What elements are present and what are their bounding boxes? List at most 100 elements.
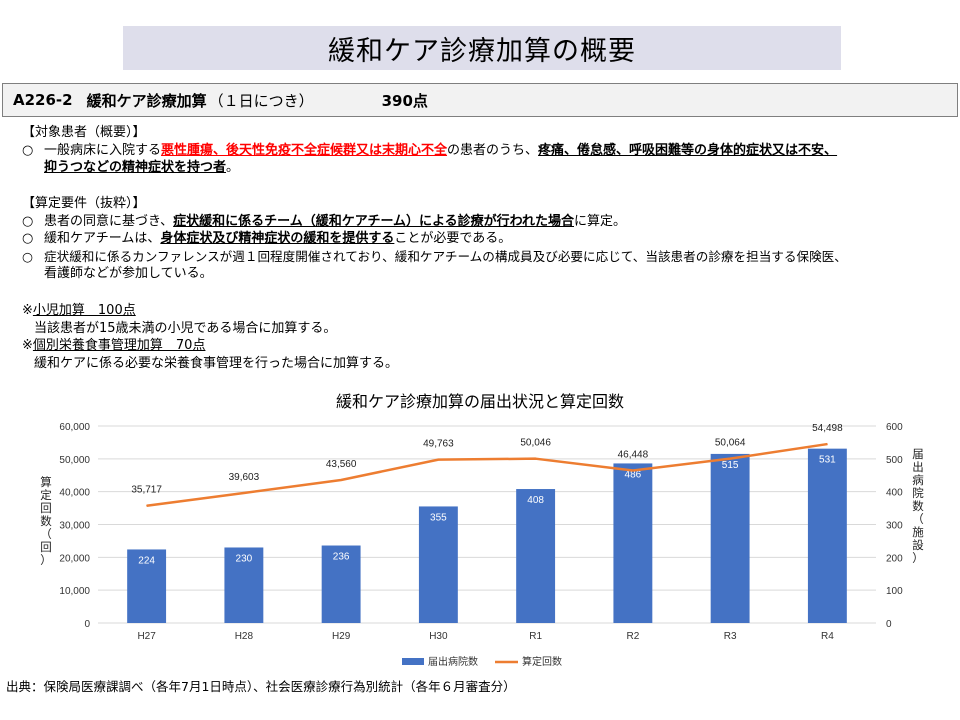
- req1-text-b: 症状緩和に係るチーム（緩和ケアチーム）による診療が行われた場合: [173, 213, 575, 229]
- bar-value-label: 224: [138, 555, 155, 566]
- bar: [321, 545, 361, 623]
- y-right-tick-label: 200: [886, 553, 903, 564]
- x-tick-label: H29: [332, 631, 351, 642]
- y-right-tick-label: 500: [886, 455, 903, 466]
- legend-label-line: 算定回数: [522, 655, 562, 668]
- target-text-end: 。: [226, 160, 240, 175]
- pediatric-addition-title: ※小児加算 100点: [22, 302, 398, 320]
- bar-value-label: 531: [819, 455, 836, 466]
- note-mark: ※: [22, 303, 33, 318]
- fee-name: 緩和ケア診療加算: [86, 91, 207, 110]
- x-tick-label: R4: [821, 631, 834, 642]
- fee-unit: （１日につき）: [208, 91, 314, 110]
- legend-label-bar: 届出病院数: [428, 655, 478, 668]
- target-line: ○ 一般病床に入院する悪性腫瘍、後天性免疫不全症候群又は末期心不全の患者のうち、疼…: [22, 142, 837, 160]
- target-text-2: の患者のうち、: [447, 142, 539, 158]
- bar-value-label: 355: [430, 512, 447, 523]
- y-right-tick-label: 0: [886, 619, 892, 630]
- circle-marker: ○: [22, 231, 34, 246]
- bar-value-label: 408: [527, 495, 544, 506]
- line-point: [340, 479, 342, 481]
- line-value-label: 43,560: [326, 459, 357, 470]
- requirement-3: ○ 症状緩和に係るカンファレンスが週１回程度開催されており、緩和ケアチームの構成員…: [22, 248, 847, 266]
- line-point: [826, 443, 828, 445]
- circle-marker: ○: [22, 248, 33, 264]
- y-right-axis-label: 届出病院数（施設）: [912, 448, 924, 565]
- bar-value-label: 486: [625, 469, 642, 480]
- y-right-tick-label: 400: [886, 488, 903, 499]
- target-symptoms-1: 疼痛、倦怠感、呼吸困難等の身体的症状又は不安、: [538, 142, 838, 158]
- line-point: [729, 458, 731, 460]
- line-value-label: 54,498: [812, 423, 843, 434]
- pediatric-addition-desc: 当該患者が15歳未満の小児である場合に加算する。: [34, 320, 337, 336]
- y-left-tick-label: 30,000: [59, 521, 90, 532]
- additions-section: ※小児加算 100点 当該患者が15歳未満の小児である場合に加算する。 ※個別栄…: [22, 302, 398, 372]
- requirement-3-cont: 看護師などが参加している。: [22, 265, 847, 283]
- bar: [418, 506, 458, 623]
- line-point: [243, 492, 245, 494]
- bar: [807, 448, 847, 623]
- line-value-label: 39,603: [229, 472, 260, 483]
- pediatric-title: 小児加算 100点: [32, 303, 136, 318]
- target-symptoms-2: 抑うつなどの精神症状を持つ者: [44, 160, 227, 175]
- legend-swatch-bar: [402, 658, 424, 665]
- chart-title: 緩和ケア診療加算の届出状況と算定回数: [335, 392, 624, 411]
- note-mark: ※: [22, 338, 33, 353]
- x-tick-label: H27: [137, 631, 156, 642]
- line-series: [146, 442, 828, 507]
- line-value-label: 49,763: [423, 439, 454, 450]
- x-tick-label: R2: [626, 631, 639, 642]
- requirement-2: ○ 緩和ケアチームは、身体症状及び精神症状の緩和を提供することが必要である。: [22, 230, 847, 248]
- bar-value-label: 515: [722, 460, 739, 471]
- target-diseases: 悪性腫瘍、後天性免疫不全症候群又は末期心不全: [161, 142, 448, 158]
- req3-text-a: 症状緩和に係るカンファレンスが週１回程度開催されており、緩和ケアチームの構成員及…: [44, 248, 847, 264]
- y-left-tick-label: 40,000: [59, 488, 90, 499]
- line-point: [437, 459, 439, 461]
- y-right-tick-label: 600: [886, 422, 903, 433]
- fee-item-header: A226-2 緩和ケア診療加算 （１日につき） 390点: [2, 83, 958, 117]
- requirements-section: 【算定要件（抜粋）】 ○ 患者の同意に基づき、症状緩和に係るチーム（緩和ケアチーム…: [22, 195, 847, 283]
- x-tick-label: R1: [529, 631, 542, 642]
- req1-text-a: 患者の同意に基づき、: [44, 213, 174, 229]
- line-point: [535, 458, 537, 460]
- requirements-heading: 【算定要件（抜粋）】: [22, 196, 146, 211]
- line-point: [146, 505, 148, 507]
- req1-text-c: に算定。: [574, 213, 627, 229]
- bar: [127, 549, 167, 623]
- line-point: [632, 469, 634, 471]
- requirement-1: ○ 患者の同意に基づき、症状緩和に係るチーム（緩和ケアチーム）による診療が行われた…: [22, 213, 847, 231]
- y-left-axis-label: 算定回数（回）: [40, 475, 52, 567]
- y-right-tick-label: 300: [886, 521, 903, 532]
- bar: [224, 547, 264, 623]
- source-note: 出典：保険局医療課調べ（各年7月1日時点）、社会医療診療行為別統計（各年６月審査…: [6, 679, 516, 694]
- bar-value-label: 230: [236, 553, 253, 564]
- y-right-tick-label: 100: [886, 586, 903, 597]
- x-tick-label: R3: [724, 631, 737, 642]
- line-value-label: 50,064: [715, 438, 746, 449]
- x-tick-label: H30: [429, 631, 448, 642]
- nutrition-title: 個別栄養食事管理加算 70点: [32, 338, 206, 353]
- target-line-2: 抑うつなどの精神症状を持つ者。: [22, 159, 837, 177]
- bar: [613, 463, 653, 623]
- fee-points: 390点: [381, 91, 428, 110]
- nutrition-addition-title: ※個別栄養食事管理加算 70点: [22, 337, 398, 355]
- line-value-label: 35,717: [131, 485, 162, 496]
- line-value-label: 46,448: [618, 449, 649, 460]
- circle-marker: ○: [22, 213, 34, 229]
- y-left-tick-label: 10,000: [59, 586, 90, 597]
- target-text-1: 一般病床に入院する: [44, 142, 162, 158]
- req3-text-b: 看護師などが参加している。: [44, 266, 213, 281]
- x-tick-label: H28: [235, 631, 254, 642]
- fee-code: A226-2: [13, 91, 73, 109]
- combo-chart: 0 0 10,000 100 20,000 200 30,000 300 40,000 400 50…: [40, 422, 924, 668]
- y-left-tick-label: 20,000: [59, 553, 90, 564]
- page-title: 緩和ケア診療加算の概要: [123, 26, 841, 70]
- req2-text-b: 身体症状及び精神症状の緩和を提供する: [160, 231, 395, 246]
- bar: [516, 489, 556, 623]
- y-left-tick-label: 0: [84, 619, 90, 630]
- nutrition-addition-desc: 緩和ケアに係る必要な栄養食事管理を行った場合に加算する。: [34, 355, 399, 371]
- y-left-tick-label: 50,000: [59, 455, 90, 466]
- y-left-tick-label: 60,000: [59, 422, 90, 433]
- bar-value-label: 236: [333, 552, 350, 563]
- req2-text-a: 緩和ケアチームは、: [44, 231, 161, 246]
